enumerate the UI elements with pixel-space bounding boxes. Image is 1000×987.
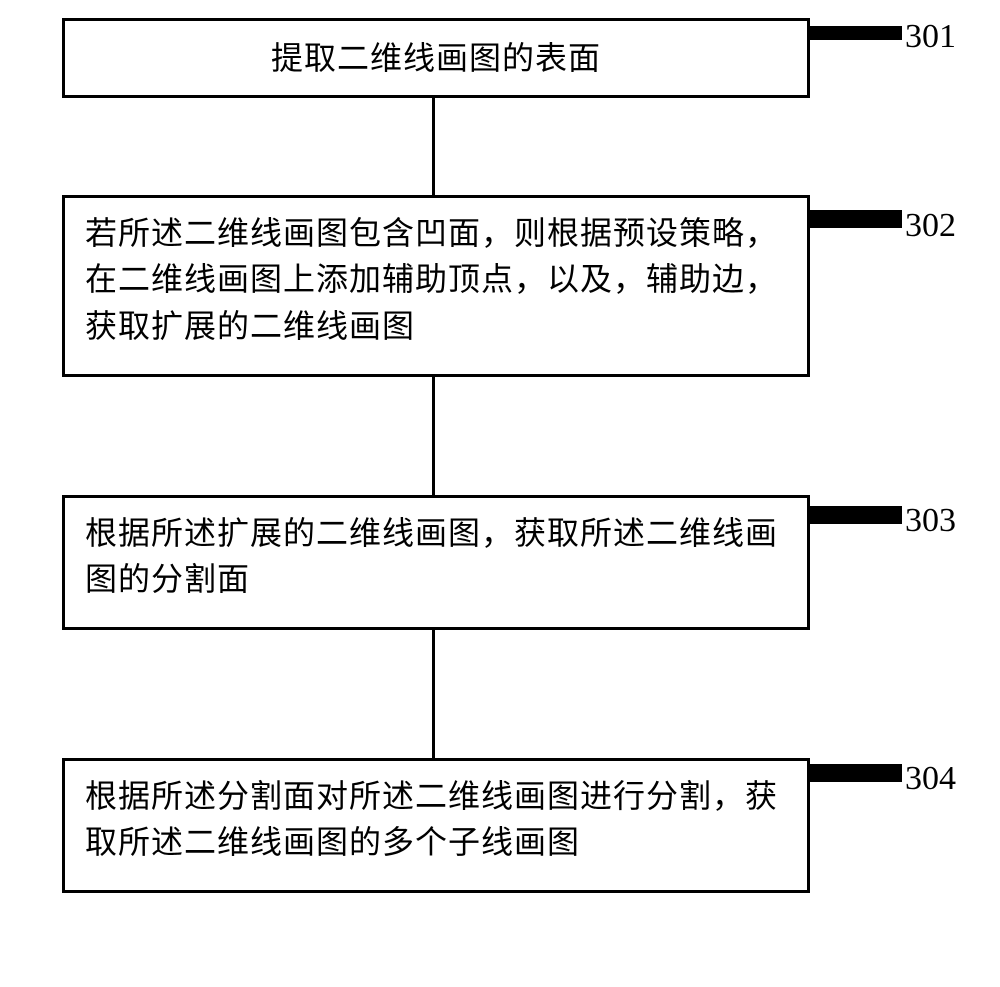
step-label-304: 304 bbox=[905, 760, 956, 798]
step-box-302: 若所述二维线画图包含凹面，则根据预设策略，在二维线画图上添加辅助顶点，以及，辅助… bbox=[62, 195, 810, 377]
leader-line-304 bbox=[810, 764, 902, 782]
connector-301-302 bbox=[432, 98, 435, 195]
leader-line-301 bbox=[810, 26, 902, 40]
leader-line-303 bbox=[810, 506, 902, 524]
step-label-301: 301 bbox=[905, 18, 956, 56]
step-box-303: 根据所述扩展的二维线画图，获取所述二维线画图的分割面 bbox=[62, 495, 810, 630]
step-box-301: 提取二维线画图的表面 bbox=[62, 18, 810, 98]
step-text-304: 根据所述分割面对所述二维线画图进行分割，获取所述二维线画图的多个子线画图 bbox=[85, 773, 787, 866]
connector-303-304 bbox=[432, 630, 435, 758]
connector-302-303 bbox=[432, 377, 435, 495]
step-label-302: 302 bbox=[905, 207, 956, 245]
step-text-301: 提取二维线画图的表面 bbox=[85, 35, 787, 81]
step-box-304: 根据所述分割面对所述二维线画图进行分割，获取所述二维线画图的多个子线画图 bbox=[62, 758, 810, 893]
flowchart-canvas: 提取二维线画图的表面 301 若所述二维线画图包含凹面，则根据预设策略，在二维线… bbox=[0, 0, 1000, 987]
step-label-303: 303 bbox=[905, 502, 956, 540]
leader-line-302 bbox=[810, 210, 902, 228]
step-text-303: 根据所述扩展的二维线画图，获取所述二维线画图的分割面 bbox=[85, 510, 787, 603]
step-text-302: 若所述二维线画图包含凹面，则根据预设策略，在二维线画图上添加辅助顶点，以及，辅助… bbox=[85, 210, 787, 349]
